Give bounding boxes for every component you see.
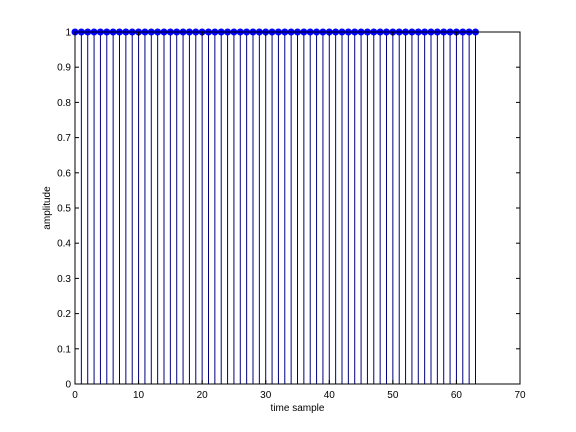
x-tick-label: 40 xyxy=(324,390,336,401)
x-tick-label: 70 xyxy=(514,390,526,401)
y-tick-label: 0.9 xyxy=(57,63,71,74)
y-tick-label: 0.1 xyxy=(57,344,71,355)
y-tick-label: 0.6 xyxy=(57,168,71,179)
y-tick-label: 0.8 xyxy=(57,98,71,109)
y-axis-ticks: 0 0.1 0.2 0.3 0.4 0.5 0.6 0.7 0.8 0.9 1 xyxy=(57,28,520,391)
y-tick-label: 0.2 xyxy=(57,309,71,320)
x-tick-label: 60 xyxy=(451,390,463,401)
x-tick-label: 20 xyxy=(197,390,209,401)
x-axis-ticks: 0 10 20 30 40 50 60 70 xyxy=(72,32,526,401)
y-tick-label: 0 xyxy=(65,380,71,391)
x-tick-label: 50 xyxy=(387,390,399,401)
y-tick-label: 1 xyxy=(65,28,71,39)
stem-series xyxy=(74,32,476,384)
x-tick-label: 0 xyxy=(72,390,78,401)
y-tick-label: 0.7 xyxy=(57,133,71,144)
x-axis-label: time sample xyxy=(271,403,325,414)
y-axis-label: amplitude xyxy=(42,186,53,230)
y-tick-label: 0.4 xyxy=(57,239,71,250)
x-tick-label: 10 xyxy=(133,390,145,401)
y-tick-label: 0.5 xyxy=(57,204,71,215)
x-tick-label: 30 xyxy=(260,390,272,401)
y-tick-label: 0.3 xyxy=(57,274,71,285)
